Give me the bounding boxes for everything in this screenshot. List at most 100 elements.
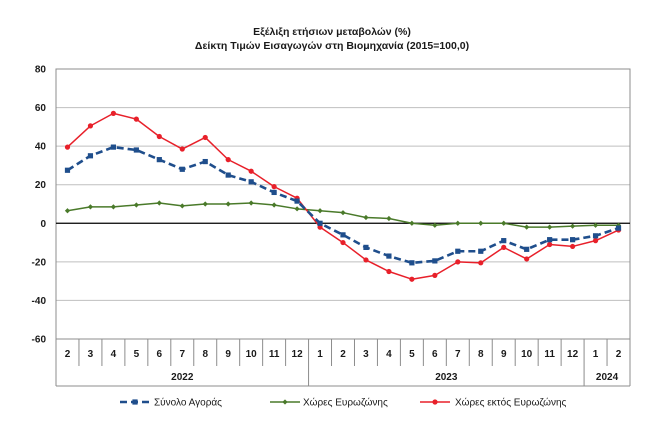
legend-marker-0	[132, 399, 138, 405]
y-tick-label: 80	[35, 65, 47, 76]
series-point-1	[478, 220, 484, 226]
x-tick-label: 4	[386, 349, 392, 360]
x-tick-label: 5	[134, 349, 140, 360]
x-tick-label: 5	[409, 349, 415, 360]
series-point-2	[409, 276, 415, 282]
series-lines	[64, 110, 622, 282]
x-tick-label: 7	[179, 349, 185, 360]
series-point-2	[202, 134, 208, 141]
series-point-0	[271, 189, 277, 196]
series-point-1	[87, 204, 94, 210]
series-point-0	[547, 237, 553, 243]
series-point-0	[386, 253, 392, 259]
legend-label-1: Χώρες Ευρωζώνης	[303, 397, 388, 409]
series-point-2	[455, 259, 461, 265]
series-point-2	[179, 146, 185, 152]
series-point-2	[570, 243, 576, 250]
series-point-1	[271, 202, 277, 208]
series-point-0	[202, 158, 208, 165]
year-group-label: 2022	[171, 372, 194, 383]
x-tick-label: 11	[544, 349, 555, 360]
series-point-2	[501, 244, 507, 250]
y-tick-label: 40	[35, 142, 47, 153]
x-tick-label: 9	[225, 349, 231, 360]
x-tick-label: 1	[593, 349, 599, 360]
legend-marker-1	[282, 399, 288, 405]
x-tick-label: 8	[202, 349, 208, 360]
series-point-1	[294, 206, 300, 212]
series-point-0	[110, 144, 116, 150]
x-tick-label: 9	[501, 349, 507, 360]
series-point-1	[547, 224, 553, 230]
x-tick-label: 6	[157, 349, 163, 360]
series-point-1	[524, 224, 530, 230]
series-point-0	[317, 220, 323, 226]
series-point-1	[156, 200, 162, 206]
series-point-1	[363, 214, 369, 221]
series-point-0	[363, 244, 369, 250]
series-point-1	[110, 204, 116, 210]
series-point-1	[225, 201, 231, 207]
series-point-2	[386, 268, 392, 275]
series-point-0	[478, 248, 484, 254]
series-point-0	[409, 260, 415, 266]
legend-marker-2	[432, 399, 438, 405]
series-point-1	[317, 208, 323, 214]
series-point-2	[133, 116, 139, 122]
x-tick-label: 6	[432, 349, 438, 360]
series-point-0	[156, 157, 162, 163]
series-point-2	[432, 272, 438, 278]
x-tick-label: 12	[292, 349, 304, 360]
series-point-0	[455, 248, 461, 254]
series-point-2	[547, 241, 553, 248]
series-point-2	[340, 239, 346, 246]
series-point-0	[87, 153, 94, 159]
series-point-2	[64, 144, 71, 150]
series-point-2	[225, 157, 231, 163]
legend-label-0: Σύνολο Αγοράς	[154, 397, 222, 409]
series-point-0	[294, 198, 300, 204]
series-point-1	[248, 200, 254, 206]
series-point-2	[478, 260, 484, 266]
series-point-0	[225, 172, 231, 178]
x-tick-label: 3	[88, 349, 94, 360]
legend: Σύνολο Αγοράς Χώρες Ευρωζώνης Χώρες εκτός …	[120, 397, 567, 409]
x-tick-label: 1	[317, 349, 323, 360]
series-point-2	[156, 133, 162, 140]
series-point-1	[592, 222, 599, 228]
series-point-1	[501, 220, 507, 226]
series-point-0	[432, 258, 438, 264]
series-point-1	[455, 220, 461, 226]
series-point-2	[110, 110, 116, 116]
plot-frame	[55, 68, 631, 340]
x-tick-label: 4	[111, 349, 117, 360]
series-point-0	[248, 179, 254, 185]
series-point-2	[524, 256, 530, 262]
series-point-0	[501, 238, 507, 244]
year-group-label: 2023	[435, 372, 458, 383]
series-point-0	[64, 167, 71, 173]
series-point-1	[179, 203, 185, 209]
series-point-1	[64, 208, 71, 214]
x-tick-label: 11	[269, 349, 280, 360]
series-point-2	[592, 238, 599, 244]
x-tick-label: 10	[246, 349, 258, 360]
series-point-2	[87, 123, 94, 129]
series-line-2	[66, 112, 619, 280]
y-tick-label: -40	[32, 296, 47, 307]
series-point-1	[133, 202, 139, 208]
series-line-0	[66, 145, 619, 265]
series-point-0	[524, 246, 530, 252]
series-point-2	[271, 184, 277, 190]
y-tick-label: -20	[32, 257, 47, 268]
x-tick-label: 10	[521, 349, 533, 360]
x-tick-label: 7	[455, 349, 461, 360]
series-point-2	[363, 257, 369, 263]
series-point-1	[386, 215, 392, 222]
x-tick-label: 8	[478, 349, 484, 360]
x-tick-label: 2	[616, 349, 622, 360]
y-tick-label: 20	[35, 180, 47, 191]
series-point-1	[432, 222, 438, 228]
